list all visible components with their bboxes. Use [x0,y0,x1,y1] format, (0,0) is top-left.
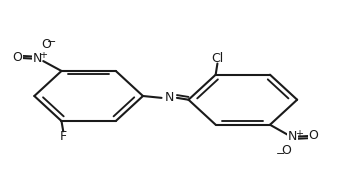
Text: O: O [41,38,51,51]
Text: N: N [32,52,42,65]
Text: F: F [60,130,67,143]
Text: O: O [13,51,23,65]
Text: O: O [308,129,318,142]
Text: O: O [282,144,292,157]
Text: +: + [39,50,47,60]
Text: N: N [288,130,298,143]
Text: +: + [295,128,303,138]
Text: N: N [164,91,174,104]
Text: −: − [47,36,57,46]
Text: −: − [276,149,285,159]
Text: Cl: Cl [211,52,224,65]
